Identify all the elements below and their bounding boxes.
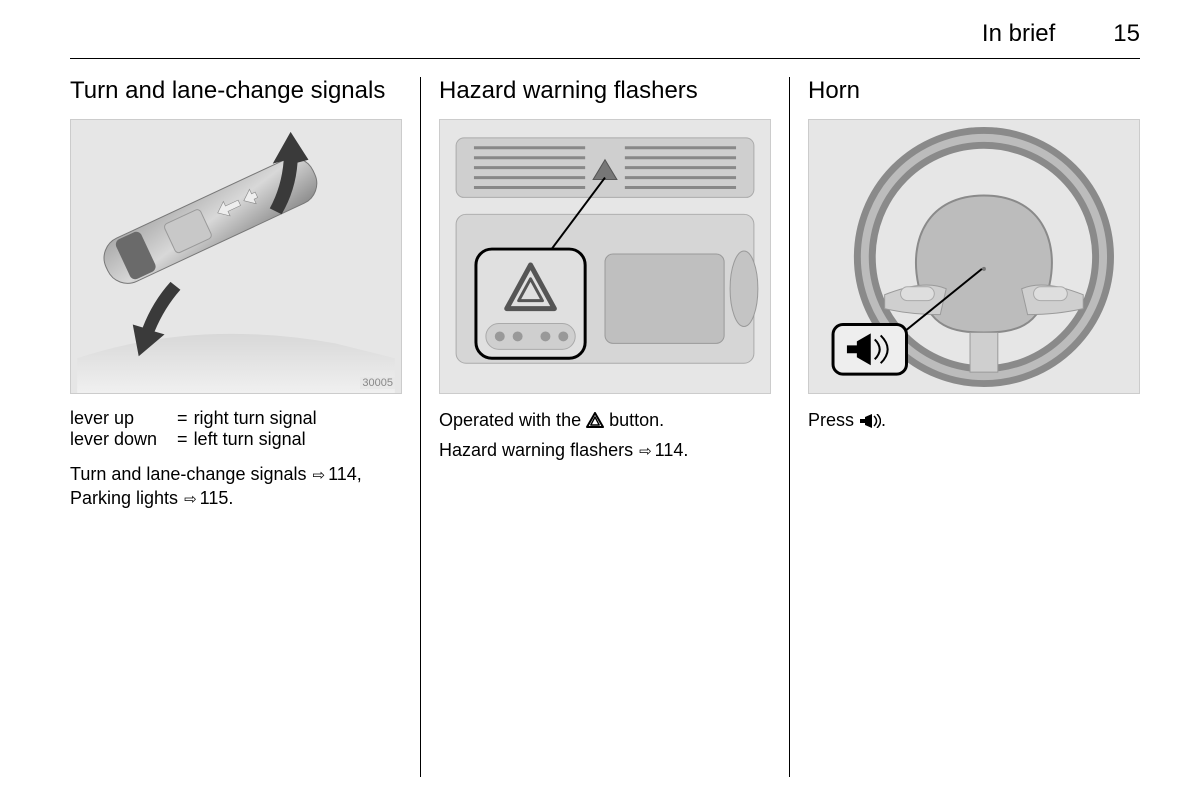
horn-text: Press .: [808, 408, 1140, 432]
column-turn-signals: Turn and lane-change signals: [70, 77, 420, 777]
signal-definitions: lever up = right turn signal lever down …: [70, 408, 317, 450]
hazard-triangle-icon: [586, 412, 604, 428]
def-row: lever up = right turn signal: [70, 408, 317, 429]
ref-text: Turn and lane-change signals: [70, 464, 312, 484]
horn-icon: [859, 414, 881, 428]
ref-page: 115: [200, 488, 229, 508]
def-key: lever down: [70, 429, 177, 450]
page-header: In brief 15: [70, 20, 1140, 59]
ref-text: .: [228, 488, 233, 508]
figure-id-label: 30005: [360, 377, 395, 389]
hazard-dashboard-illustration: [440, 120, 770, 393]
page-ref-icon: [312, 464, 329, 484]
text: button.: [604, 410, 664, 430]
turn-signal-stalk-illustration: [71, 120, 401, 393]
heading-hazard-flashers: Hazard warning flashers: [439, 77, 771, 105]
def-eq: =: [177, 408, 194, 429]
hazard-text-line2: Hazard warning flashers 114.: [439, 438, 771, 462]
column-horn: Horn: [789, 77, 1140, 777]
def-val: right turn signal: [194, 408, 317, 429]
hazard-text-line1: Operated with the button.: [439, 408, 771, 432]
heading-horn: Horn: [808, 77, 1140, 105]
figure-turn-signal-stalk: 30005: [70, 119, 402, 394]
heading-turn-signals: Turn and lane-change signals: [70, 77, 402, 105]
figure-steering-wheel: [808, 119, 1140, 394]
def-eq: =: [177, 429, 194, 450]
content-columns: Turn and lane-change signals: [70, 77, 1140, 777]
text: Operated with the: [439, 410, 586, 430]
page-ref-icon: [638, 440, 655, 460]
text: .: [881, 410, 886, 430]
ref-page: 114: [655, 440, 684, 460]
page-ref-icon: [183, 488, 200, 508]
column-hazard-flashers: Hazard warning flashers: [420, 77, 789, 777]
text: Press: [808, 410, 859, 430]
def-key: lever up: [70, 408, 177, 429]
text: .: [683, 440, 688, 460]
def-row: lever down = left turn signal: [70, 429, 317, 450]
steering-wheel-illustration: [809, 120, 1139, 393]
cross-reference-text: Turn and lane-change signals 114, Parkin…: [70, 462, 402, 511]
figure-hazard-button: [439, 119, 771, 394]
section-label: In brief: [982, 20, 1055, 48]
ref-page: 114: [328, 464, 357, 484]
text: Hazard warning flashers: [439, 440, 638, 460]
def-val: left turn signal: [194, 429, 317, 450]
page-number: 15: [1113, 20, 1140, 48]
